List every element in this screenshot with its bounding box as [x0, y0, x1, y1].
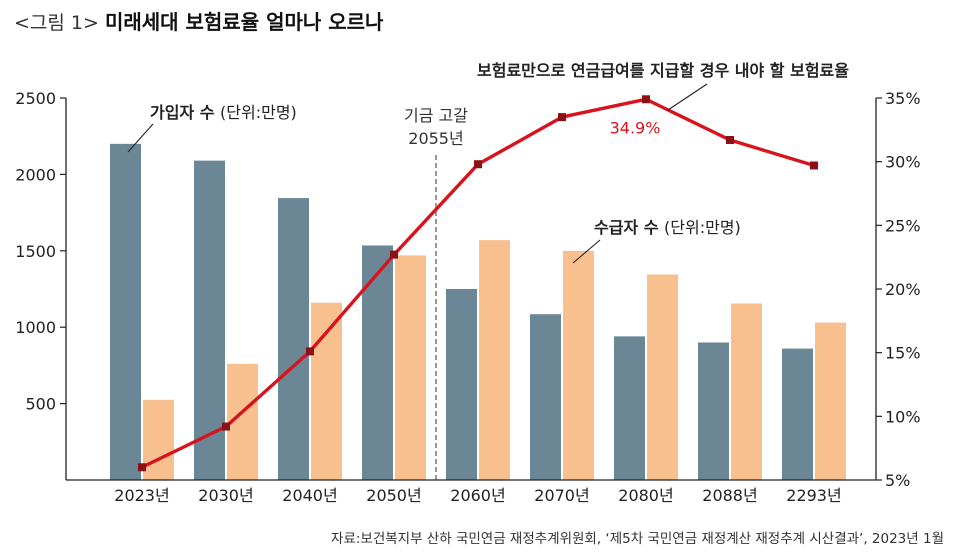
subscribers-annotation-label: 가입자 수 — [150, 103, 220, 122]
depletion-label: 기금 고갈 — [404, 106, 468, 125]
left-tick-label: 1500 — [15, 242, 56, 261]
bar-subscribers — [698, 342, 729, 480]
rate-annotation: 보험료만으로 연금급여를 지급할 경우 내야 할 보험료율 — [477, 61, 849, 80]
rate-marker — [390, 250, 398, 259]
right-tick-label: 10% — [885, 407, 921, 426]
right-tick-label: 15% — [885, 344, 921, 363]
bar-recipients — [395, 255, 426, 480]
subscribers-leader — [127, 123, 154, 153]
x-tick-label: 2070년 — [534, 486, 589, 505]
bar-recipients — [815, 322, 846, 480]
recipients-annotation: 수급자 수 (단위:만명) — [594, 218, 741, 237]
bar-recipients — [311, 302, 342, 480]
x-tick-label: 2080년 — [618, 486, 673, 505]
rate-marker — [558, 113, 566, 122]
x-tick-label: 2293년 — [786, 486, 841, 505]
right-tick-label: 20% — [885, 280, 921, 299]
title-text: 미래세대 보험료율 얼마나 오르나 — [104, 10, 384, 34]
right-tick-label: 5% — [885, 471, 910, 490]
bar-subscribers — [446, 289, 477, 480]
rate-marker — [222, 422, 230, 431]
rate-marker — [810, 161, 818, 170]
bar-recipients — [647, 274, 678, 480]
bar-subscribers — [614, 336, 645, 480]
x-tick-label: 2060년 — [450, 486, 505, 505]
source-note: 자료:보건복지부 산하 국민연금 재정추계위원회, ‘제5차 국민연금 재정계산… — [331, 531, 944, 547]
bar-subscribers — [530, 314, 561, 480]
bar-recipients — [563, 250, 594, 480]
right-tick-label: 25% — [885, 216, 921, 235]
bar-recipients — [143, 399, 174, 480]
right-tick-label: 30% — [885, 153, 921, 172]
left-tick-label: 500 — [25, 395, 56, 414]
recipients-annotation-unit: (단위:만명) — [664, 218, 741, 237]
bar-recipients — [731, 303, 762, 480]
bar-subscribers — [110, 143, 141, 480]
x-tick-label: 2040년 — [282, 486, 337, 505]
rate-marker — [642, 95, 650, 104]
bar-recipients — [479, 240, 510, 480]
depletion-year: 2055년 — [408, 129, 463, 148]
bar-subscribers — [194, 160, 225, 480]
right-tick-label: 35% — [885, 89, 921, 108]
x-tick-label: 2030년 — [198, 486, 253, 505]
subscribers-annotation: 가입자 수 (단위:만명) — [150, 103, 297, 122]
x-tick-label: 2088년 — [702, 486, 757, 505]
recipients-leader — [572, 239, 601, 264]
figure-number: <그림 1> — [14, 12, 99, 34]
bar-subscribers — [278, 198, 309, 481]
left-tick-label: 2000 — [15, 165, 56, 184]
rate-marker — [306, 347, 314, 356]
x-tick-label: 2050년 — [366, 486, 421, 505]
pension-chart: 기금 고갈 2055년 500 1000 1500 2000 2500 5% 10% 15% 20%… — [15, 61, 921, 505]
bar-subscribers — [782, 348, 813, 480]
left-tick-label: 1000 — [15, 318, 56, 337]
left-tick-label: 2500 — [15, 89, 56, 108]
x-tick-label: 2023년 — [114, 486, 169, 505]
rate-marker — [138, 463, 146, 472]
bar-subscribers — [362, 245, 393, 480]
chart-title: <그림 1> 미래세대 보험료율 얼마나 오르나 — [14, 6, 383, 36]
rate-marker — [726, 136, 734, 145]
rate-leader — [667, 83, 708, 111]
recipients-annotation-label: 수급자 수 — [594, 218, 664, 237]
rate-marker — [474, 160, 482, 169]
peak-value-label: 34.9% — [610, 118, 661, 137]
subscribers-annotation-unit: (단위:만명) — [220, 103, 297, 122]
